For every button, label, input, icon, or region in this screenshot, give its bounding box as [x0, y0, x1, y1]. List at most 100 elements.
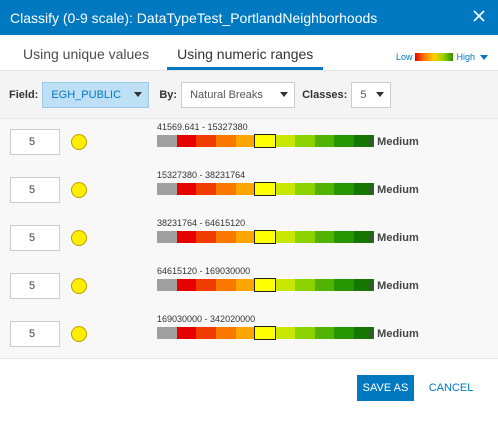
ramp-swatch[interactable]	[157, 135, 177, 147]
chevron-down-icon	[376, 92, 385, 97]
ramp-swatch[interactable]	[176, 327, 197, 339]
classes-select[interactable]: 5	[351, 81, 392, 108]
ramp-swatch[interactable]	[334, 135, 354, 147]
symbol-swatch[interactable]	[71, 278, 87, 294]
ramp-swatch[interactable]	[353, 183, 374, 195]
ramp-swatch[interactable]	[294, 135, 315, 147]
symbol-swatch[interactable]	[71, 134, 87, 150]
cancel-button[interactable]: CANCEL	[428, 382, 474, 394]
ramp-swatch[interactable]	[235, 135, 256, 147]
ramp-swatch[interactable]	[196, 279, 217, 291]
ramp-swatch[interactable]	[334, 327, 354, 339]
class-value-label: 5 Medium	[368, 232, 419, 244]
class-value-label: 5 Medium	[368, 328, 419, 340]
ramp-swatch[interactable]	[157, 279, 177, 291]
ramp-swatch[interactable]	[235, 279, 256, 291]
ramp-swatch[interactable]	[254, 182, 277, 196]
ramp-swatch[interactable]	[216, 231, 236, 243]
class-value-input[interactable]: 5	[10, 129, 60, 155]
ramp-swatch[interactable]	[314, 279, 335, 291]
ramp-swatch[interactable]	[353, 135, 374, 147]
ramp-swatch[interactable]	[334, 279, 354, 291]
legend-low-label: Low	[395, 52, 413, 62]
color-ramp-picker[interactable]: Low High	[396, 52, 488, 62]
class-row: 5 41569.641 - 15327380 5 Medium	[0, 119, 498, 167]
ramp-swatch[interactable]	[334, 231, 354, 243]
ramp-swatch[interactable]	[216, 135, 236, 147]
ramp-swatch[interactable]	[157, 231, 177, 243]
ramp-swatch[interactable]	[254, 278, 277, 292]
ramp-swatch[interactable]	[254, 326, 277, 340]
tab-unique-values[interactable]: Using unique values	[23, 46, 150, 62]
method-select[interactable]: Natural Breaks	[181, 81, 296, 108]
ramp-swatch[interactable]	[294, 183, 315, 195]
ramp-swatch[interactable]	[196, 135, 217, 147]
chevron-down-icon	[280, 92, 289, 97]
legend-high-label: High	[456, 52, 475, 62]
ramp-swatch[interactable]	[235, 183, 256, 195]
ramp-swatch[interactable]	[275, 183, 295, 195]
ramp-swatch[interactable]	[353, 231, 374, 243]
ramp-swatch[interactable]	[157, 327, 177, 339]
ramp-swatch[interactable]	[235, 231, 256, 243]
dialog-header: Classify (0-9 scale): DataTypeTest_Portl…	[0, 0, 498, 35]
ramp-swatch[interactable]	[294, 327, 315, 339]
ramp-swatch[interactable]	[176, 279, 197, 291]
ramp-swatch[interactable]	[254, 230, 277, 244]
range-label: 64615120 - 169030000	[157, 266, 251, 276]
ramp-swatch[interactable]	[353, 279, 374, 291]
ramp-swatch[interactable]	[294, 279, 315, 291]
symbol-swatch[interactable]	[71, 326, 87, 342]
class-rows: 5 41569.641 - 15327380 5 Medium 5 153273…	[0, 119, 498, 359]
class-value-input[interactable]: 5	[10, 321, 60, 347]
ramp-swatch[interactable]	[157, 183, 177, 195]
ramp-swatch[interactable]	[314, 327, 335, 339]
class-value-input[interactable]: 5	[10, 225, 60, 251]
ramp-swatch[interactable]	[235, 327, 256, 339]
value-ramp	[157, 182, 374, 196]
symbol-swatch[interactable]	[71, 182, 87, 198]
ramp-swatch[interactable]	[275, 135, 295, 147]
dialog-title: Classify (0-9 scale): DataTypeTest_Portl…	[10, 9, 378, 26]
value-ramp	[157, 134, 374, 148]
field-label: Field:	[9, 88, 39, 101]
value-ramp	[157, 230, 374, 244]
ramp-swatch[interactable]	[254, 134, 277, 148]
ramp-swatch[interactable]	[196, 327, 217, 339]
by-label: By:	[159, 88, 178, 101]
ramp-swatch[interactable]	[216, 183, 236, 195]
class-value-label: 5 Medium	[368, 184, 419, 196]
ramp-swatch[interactable]	[353, 327, 374, 339]
method-select-value: Natural Breaks	[190, 88, 263, 101]
chevron-down-icon	[480, 54, 488, 60]
ramp-swatch[interactable]	[196, 231, 217, 243]
symbol-swatch[interactable]	[71, 230, 87, 246]
ramp-swatch[interactable]	[294, 231, 315, 243]
ramp-swatch[interactable]	[314, 231, 335, 243]
class-value-input[interactable]: 5	[10, 177, 60, 203]
ramp-swatch[interactable]	[334, 183, 354, 195]
ramp-swatch[interactable]	[216, 327, 236, 339]
chevron-down-icon	[134, 92, 143, 97]
tab-bar: Using unique values Using numeric ranges…	[0, 35, 498, 71]
ramp-swatch[interactable]	[176, 231, 197, 243]
class-row: 5 38231764 - 64615120 5 Medium	[0, 215, 498, 263]
ramp-swatch[interactable]	[275, 231, 295, 243]
class-value-input[interactable]: 5	[10, 273, 60, 299]
classes-select-value: 5	[360, 88, 367, 101]
ramp-swatch[interactable]	[216, 279, 236, 291]
save-as-button[interactable]: SAVE AS	[357, 375, 414, 401]
close-icon[interactable]	[472, 9, 486, 23]
ramp-swatch[interactable]	[176, 135, 197, 147]
range-label: 41569.641 - 15327380	[157, 122, 248, 132]
tab-numeric-ranges[interactable]: Using numeric ranges	[167, 46, 324, 70]
ramp-swatch[interactable]	[275, 327, 295, 339]
ramp-swatch[interactable]	[314, 135, 335, 147]
ramp-swatch[interactable]	[176, 183, 197, 195]
field-select[interactable]: EGH_PUBLIC	[42, 81, 150, 108]
ramp-swatch[interactable]	[196, 183, 217, 195]
ramp-swatch[interactable]	[314, 183, 335, 195]
ramp-swatch[interactable]	[275, 279, 295, 291]
class-value-label: 5 Medium	[368, 136, 419, 148]
